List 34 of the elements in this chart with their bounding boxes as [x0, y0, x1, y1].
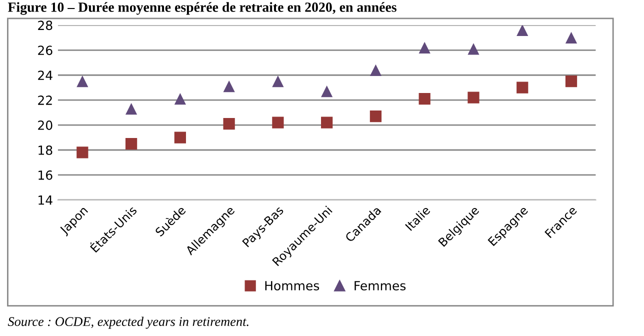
- y-tick-label: 26: [38, 46, 52, 56]
- legend-label: Femmes: [354, 281, 406, 290]
- point: [516, 25, 528, 36]
- point: [223, 118, 235, 130]
- point: [272, 116, 284, 128]
- point: [174, 93, 186, 105]
- point: [321, 86, 333, 98]
- point: [370, 64, 382, 76]
- point: [125, 138, 138, 150]
- point: [125, 103, 138, 115]
- point: [174, 132, 186, 144]
- point: [76, 76, 88, 88]
- point: [418, 93, 430, 105]
- y-tick-label: 18: [38, 145, 52, 155]
- y-tick-label: 14: [38, 196, 52, 205]
- y-tick-label: 22: [38, 96, 52, 105]
- point: [468, 43, 480, 55]
- chart-title: Figure 10 – Durée moyenne espérée de retraite en 2020, en années: [8, 2, 396, 15]
- source-note: Source : OCDE, expected years in retirement.: [8, 316, 248, 329]
- y-tick-label: 24: [38, 70, 52, 80]
- point: [76, 146, 88, 158]
- point: [565, 76, 578, 88]
- point: [516, 82, 528, 94]
- point: [418, 42, 430, 54]
- y-tick-label: 16: [38, 170, 52, 180]
- point: [321, 116, 333, 128]
- point: [223, 80, 235, 92]
- point: [468, 92, 480, 104]
- point: [565, 32, 578, 44]
- y-tick-label: 28: [38, 20, 52, 30]
- point: [272, 76, 284, 88]
- legend-label: Hommes: [265, 281, 320, 290]
- y-tick-label: 20: [38, 120, 52, 130]
- point: [370, 110, 382, 122]
